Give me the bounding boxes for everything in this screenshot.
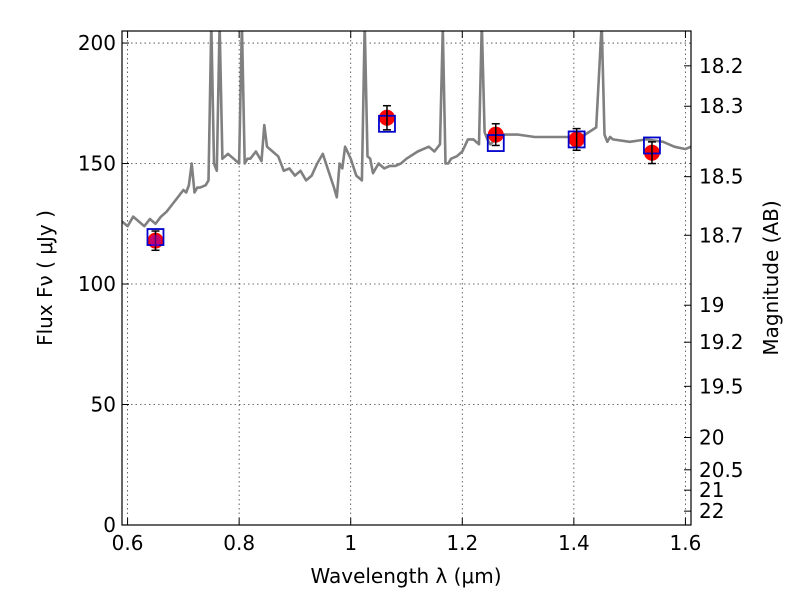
y2-tick-label: 19 (699, 293, 724, 317)
y-tick-label: 50 (91, 393, 116, 417)
x-tick-label: 0.8 (223, 531, 255, 555)
y2-axis-label: Magnitude (AB) (759, 200, 783, 355)
overlap-marker (149, 234, 162, 247)
y2-tick-label: 20.5 (699, 458, 744, 482)
y-tick-label: 0 (103, 513, 116, 537)
y2-tick-label: 19.2 (699, 330, 744, 354)
y-tick-label: 150 (78, 152, 116, 176)
points-layer (146, 104, 661, 252)
y2-tick-label: 21 (699, 478, 724, 502)
y-axis-label: Flux Fν ( μJy ) (33, 210, 57, 346)
y2-tick-label: 20 (699, 426, 724, 450)
spectrum-line (122, 31, 691, 228)
ticks-layer: 0.6 0.8 1 1.2 1.4 1.6 0 50 100 150 200 18.2 18.3 18.5… (78, 31, 744, 555)
y-tick-label: 200 (78, 31, 116, 55)
x-tick-label: 1 (344, 531, 357, 555)
x-tick-label: 1.4 (558, 531, 590, 555)
plot-frame (121, 30, 692, 526)
y2-tick-label: 19.5 (699, 374, 744, 398)
y2-tick-label: 18.2 (699, 54, 744, 78)
x-axis-label: Wavelength λ (μm) (310, 564, 501, 588)
grid-layer (122, 31, 691, 525)
x-tick-label: 1.6 (670, 531, 702, 555)
x-tick-label: 0.6 (112, 531, 144, 555)
y2-tick-label: 18.5 (699, 165, 744, 189)
y2-tick-label: 18.3 (699, 94, 744, 118)
labels-layer: Wavelength λ (μm) Flux Fν ( μJy ) Magnit… (33, 200, 783, 588)
y-tick-label: 100 (78, 272, 116, 296)
spectrum-layer (122, 31, 691, 228)
x-tick-label: 1.2 (446, 531, 478, 555)
y2-tick-label: 22 (699, 499, 724, 523)
y2-tick-label: 18.7 (699, 223, 744, 247)
